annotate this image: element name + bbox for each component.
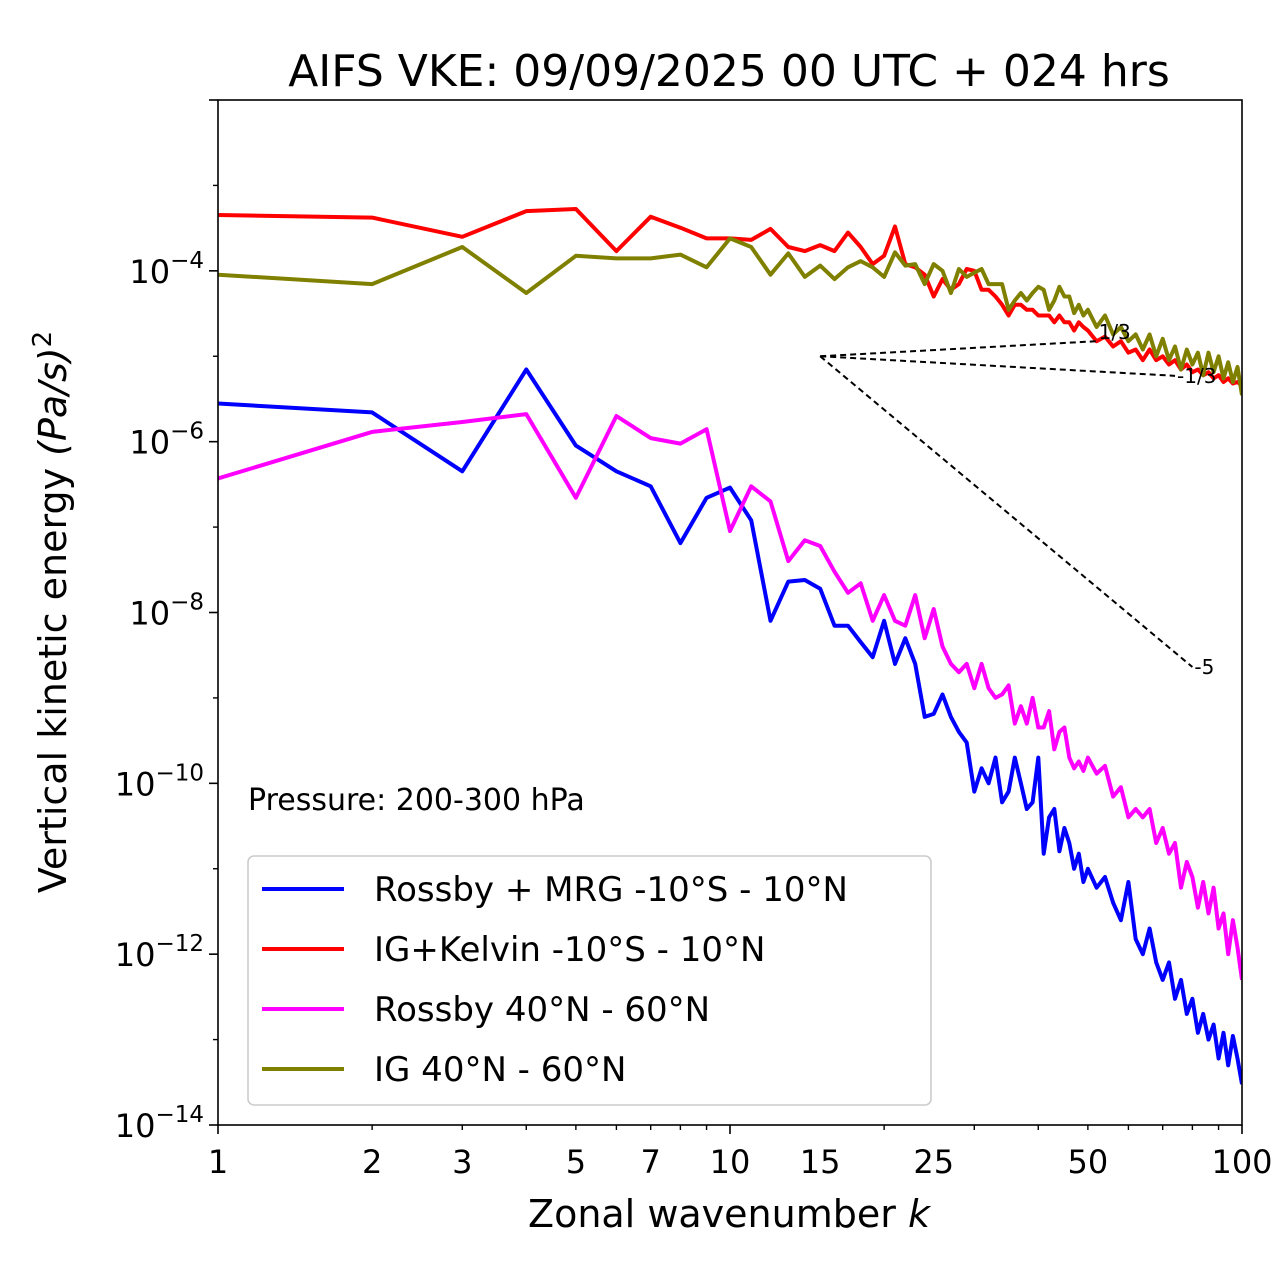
series-line-0 bbox=[218, 367, 1242, 1085]
x-tick-label: 5 bbox=[566, 1143, 586, 1181]
legend-label-1: IG+Kelvin -10°S - 10°N bbox=[374, 930, 765, 970]
legend-label-0: Rossby + MRG -10°S - 10°N bbox=[374, 870, 848, 910]
legend-box bbox=[247, 855, 932, 1106]
x-axis-label-var: k bbox=[908, 1192, 932, 1236]
x-axis-label-text: Zonal wavenumber bbox=[528, 1192, 908, 1236]
x-tick-label: 7 bbox=[641, 1143, 661, 1181]
x-tick-label: 50 bbox=[1068, 1143, 1109, 1181]
y-axis-label: Vertical kinetic energy (Pa/s)2 bbox=[28, 331, 75, 893]
x-tick-label: 10 bbox=[710, 1143, 751, 1181]
reference-slope-label-1: -1/3 bbox=[1177, 364, 1216, 388]
x-tick-label: 100 bbox=[1211, 1143, 1272, 1181]
series-line-2 bbox=[218, 412, 1242, 981]
pressure-annotation: Pressure: 200-300 hPa bbox=[248, 783, 585, 818]
x-tick-label: 2 bbox=[362, 1143, 382, 1181]
plot-lines bbox=[218, 207, 1242, 1085]
reference-slope-line-2 bbox=[819, 355, 1194, 668]
y-tick-label: 10−4 bbox=[129, 248, 204, 291]
x-tick-label: 1 bbox=[208, 1143, 228, 1181]
x-tick-label: 3 bbox=[452, 1143, 472, 1181]
y-tick-label: 10−8 bbox=[129, 590, 204, 633]
reference-slope-label-0: 1/3 bbox=[1099, 320, 1131, 344]
y-tick-label: 10−6 bbox=[129, 419, 204, 462]
legend-label-3: IG 40°N - 60°N bbox=[374, 1050, 626, 1090]
chart-title: AIFS VKE: 09/09/2025 00 UTC + 024 hrs bbox=[288, 46, 1170, 97]
y-tick-label: 10−12 bbox=[115, 931, 204, 974]
x-axis-label: Zonal wavenumber k bbox=[528, 1192, 932, 1236]
y-axis-label-text: Vertical kinetic energy bbox=[31, 456, 75, 893]
y-tick-label: 10−10 bbox=[115, 760, 204, 803]
y-axis-label-exp: 2 bbox=[28, 331, 58, 348]
y-axis-ticks: 10−4 10−6 10−8 10−10 10−12 10−14 bbox=[115, 99, 218, 1145]
y-tick-label: 10−14 bbox=[115, 1102, 204, 1145]
series-line-3 bbox=[218, 236, 1242, 396]
y-axis-label-units: (Pa/s) bbox=[31, 347, 75, 455]
legend-label-2: Rossby 40°N - 60°N bbox=[374, 990, 710, 1030]
x-axis-ticks: 1 2 3 5 7 10 15 25 50 100 bbox=[208, 1125, 1273, 1181]
reference-slopes: 1/3 -1/3 -5 bbox=[819, 320, 1216, 679]
x-tick-label: 25 bbox=[913, 1143, 954, 1181]
reference-slope-line-0 bbox=[820, 340, 1097, 358]
legend: Rossby + MRG -10°S - 10°N IG+Kelvin -10°S… bbox=[247, 855, 932, 1106]
reference-slope-label-2: -5 bbox=[1194, 655, 1214, 679]
x-tick-label: 15 bbox=[800, 1143, 841, 1181]
